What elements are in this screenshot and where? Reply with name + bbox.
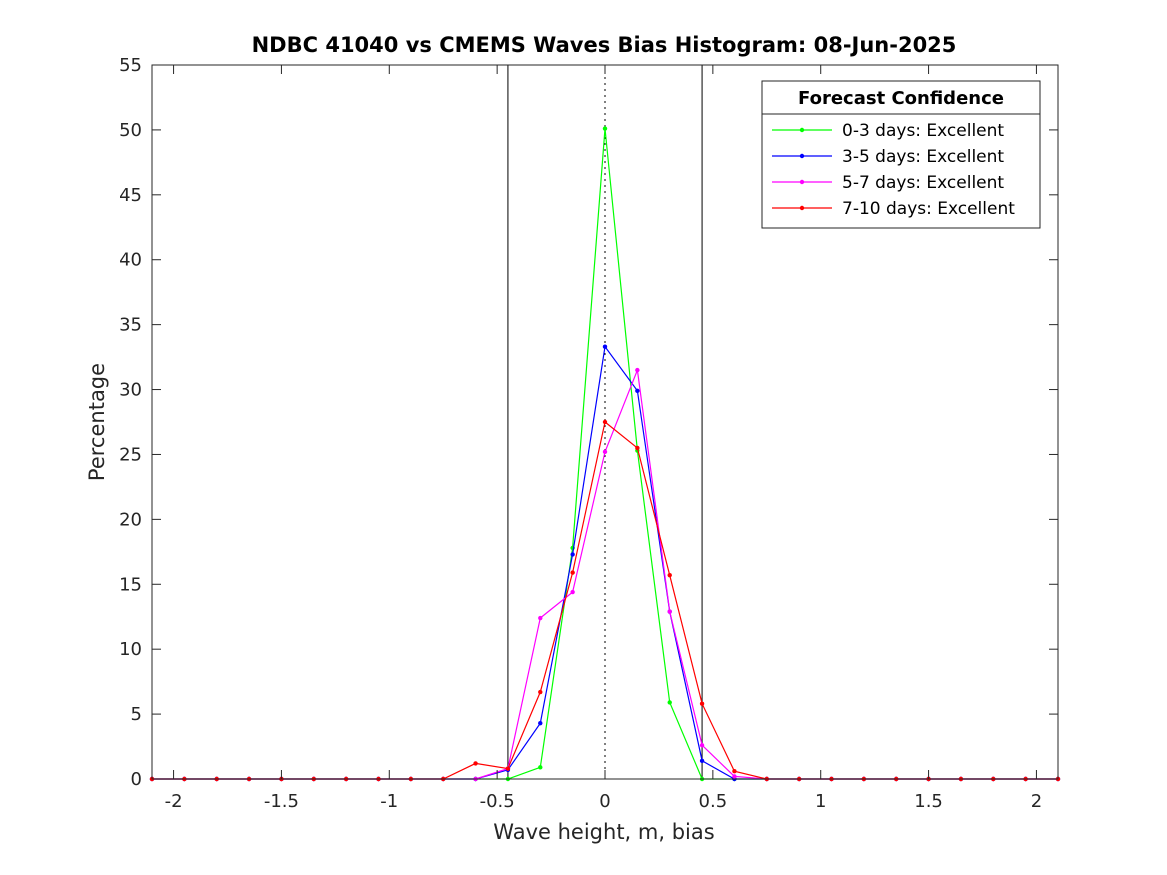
legend-swatch-marker xyxy=(799,179,805,185)
data-point xyxy=(570,552,575,557)
x-tick-label: 0.5 xyxy=(699,791,728,812)
legend-label: 7-10 days: Excellent xyxy=(842,199,1015,219)
y-tick-label: 25 xyxy=(119,444,142,465)
data-point xyxy=(538,765,543,770)
data-point xyxy=(732,769,737,774)
data-point xyxy=(570,589,575,595)
data-point xyxy=(699,701,705,706)
data-point xyxy=(538,615,543,621)
data-point xyxy=(570,570,575,575)
data-point xyxy=(635,445,640,451)
x-tick-label: -1.5 xyxy=(264,791,299,812)
y-tick-label: 30 xyxy=(119,380,142,401)
y-tick-label: 10 xyxy=(119,639,142,660)
legend-title: Forecast Confidence xyxy=(798,88,1004,109)
x-tick-label: -2 xyxy=(165,791,183,812)
legend-label: 5-7 days: Excellent xyxy=(842,173,1004,193)
y-axis-label: Percentage xyxy=(85,363,109,481)
legend-swatch-marker xyxy=(799,127,805,133)
axis-ticks: -2 -1.5 -1 -0.5 0 0.5 1 1.5 20510152025303540455… xyxy=(119,55,1058,812)
legend-item: 5-7 days: Excellent xyxy=(772,173,1004,193)
legend-item: 3-5 days: Excellent xyxy=(772,147,1004,167)
y-tick-label: 20 xyxy=(119,509,142,530)
data-point xyxy=(538,720,543,726)
data-point xyxy=(602,449,608,455)
legend-item: 0-3 days: Excellent xyxy=(772,121,1004,141)
data-point xyxy=(635,367,640,373)
data-point xyxy=(473,761,478,766)
y-tick-label: 50 xyxy=(119,120,142,141)
data-point xyxy=(602,126,608,131)
y-tick-label: 40 xyxy=(119,250,142,271)
data-point xyxy=(732,774,737,779)
x-tick-label: 2 xyxy=(1031,791,1042,812)
data-point xyxy=(602,419,608,425)
data-point xyxy=(538,689,543,695)
data-point xyxy=(635,388,640,394)
x-tick-label: -1 xyxy=(380,791,398,812)
data-point xyxy=(699,758,705,764)
x-tick-label: 0 xyxy=(599,791,610,812)
data-point xyxy=(699,743,705,748)
legend: Forecast Confidence 0-3 days: Excellent 3-… xyxy=(761,80,1041,229)
legend-label: 3-5 days: Excellent xyxy=(842,147,1004,167)
y-tick-label: 5 xyxy=(131,704,142,725)
data-point xyxy=(667,572,672,578)
reference-lines xyxy=(507,65,703,779)
legend-swatch-marker xyxy=(799,153,805,159)
y-tick-label: 55 xyxy=(119,55,142,76)
y-tick-label: 45 xyxy=(119,185,142,206)
legend-swatch-marker xyxy=(799,205,805,211)
legend-label: 0-3 days: Excellent xyxy=(842,121,1004,141)
x-tick-label: 1 xyxy=(815,791,826,812)
y-tick-label: 15 xyxy=(119,574,142,595)
x-tick-label: 1.5 xyxy=(914,791,943,812)
y-tick-label: 35 xyxy=(119,315,142,336)
data-point xyxy=(667,700,672,705)
chart-title: NDBC 41040 vs CMEMS Waves Bias Histogram… xyxy=(252,33,957,57)
data-point xyxy=(505,766,511,771)
x-axis-label: Wave height, m, bias xyxy=(493,820,714,844)
y-tick-label: 0 xyxy=(131,769,142,790)
legend-box xyxy=(761,80,1041,229)
legend-item: 7-10 days: Excellent xyxy=(772,199,1015,219)
data-point xyxy=(602,344,608,349)
data-point xyxy=(667,609,672,614)
x-tick-label: -0.5 xyxy=(480,791,515,812)
